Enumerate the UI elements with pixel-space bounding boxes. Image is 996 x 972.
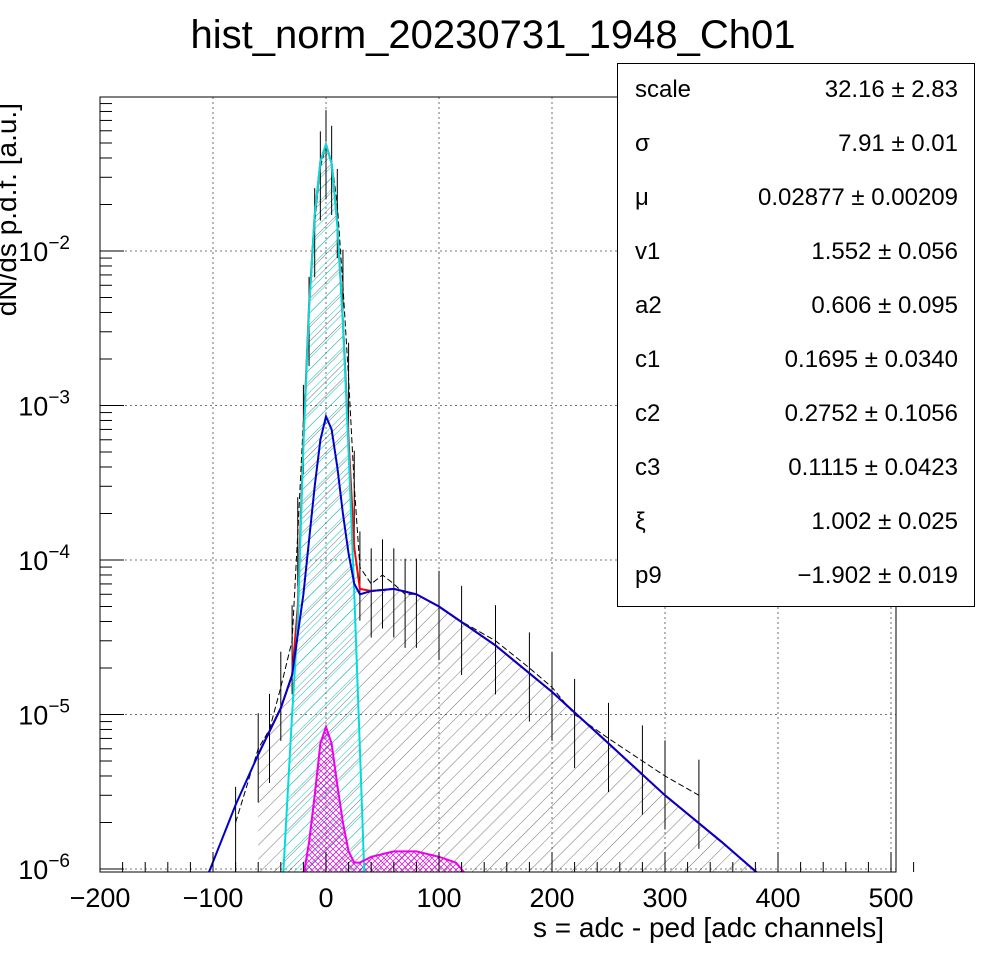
x-axis: −200 −100 0 100 200 300 400 500 bbox=[70, 852, 915, 913]
stat-row-xi: ξ 1.002 ± 0.025 bbox=[618, 496, 974, 550]
stat-value: 7.91 ± 0.01 bbox=[838, 130, 958, 157]
stat-value: 0.1115 ± 0.0423 bbox=[788, 454, 958, 481]
y-axis-label: dN/ds p.d.f. [a.u.] bbox=[0, 103, 22, 316]
x-tick-label: −100 bbox=[183, 883, 244, 913]
fit-hatch-area bbox=[258, 144, 761, 872]
stat-value: 0.1695 ± 0.0340 bbox=[784, 346, 958, 373]
stat-row-c3: c3 0.1115 ± 0.0423 bbox=[618, 442, 974, 496]
component-fills bbox=[258, 144, 761, 872]
secondary-hatch-area bbox=[303, 727, 468, 872]
x-tick-label: −200 bbox=[70, 883, 131, 913]
stat-name: c1 bbox=[635, 346, 661, 373]
stat-row-a2: a2 0.606 ± 0.095 bbox=[618, 280, 974, 334]
stat-name: scale bbox=[635, 76, 692, 103]
signal-line bbox=[207, 413, 758, 872]
stat-row-scale: scale 32.16 ± 2.83 bbox=[618, 64, 974, 118]
stat-name: p9 bbox=[635, 562, 662, 589]
stat-name: c2 bbox=[635, 400, 661, 427]
y-tick-label: 10−5 bbox=[18, 697, 70, 731]
stat-name: σ bbox=[635, 130, 650, 157]
histogram-outline bbox=[235, 144, 700, 823]
stat-name: ξ bbox=[635, 508, 646, 535]
stat-row-sigma: σ 7.91 ± 0.01 bbox=[618, 118, 974, 172]
stat-value: 1.552 ± 0.056 bbox=[811, 238, 958, 265]
x-tick-label: 500 bbox=[868, 883, 913, 913]
stat-row-c2: c2 0.2752 ± 0.1056 bbox=[618, 388, 974, 442]
stat-value: 32.16 ± 2.83 bbox=[824, 76, 958, 103]
stat-row-p9: p9 −1.902 ± 0.019 bbox=[618, 550, 974, 604]
x-tick-label: 0 bbox=[318, 883, 333, 913]
stats-box: scale 32.16 ± 2.83 σ 7.91 ± 0.01 μ 0.028… bbox=[617, 63, 975, 607]
y-tick-label: 10−6 bbox=[18, 851, 70, 885]
fit-curves bbox=[207, 141, 758, 872]
y-tick-label: 10−2 bbox=[18, 233, 70, 267]
stat-name: c3 bbox=[635, 454, 661, 481]
x-axis-label: s = adc - ped [adc channels] bbox=[533, 912, 884, 943]
x-tick-label: 100 bbox=[416, 883, 461, 913]
y-axis: 10−6 10−5 10−4 10−3 10−2 bbox=[18, 103, 124, 885]
stat-value: 0.02877 ± 0.00209 bbox=[757, 184, 958, 211]
pedestal-hatch-area bbox=[283, 144, 365, 872]
pedestal-line bbox=[282, 141, 366, 872]
x-tick-label: 200 bbox=[529, 883, 574, 913]
stat-value: 1.002 ± 0.025 bbox=[811, 508, 958, 535]
stat-name: v1 bbox=[635, 238, 661, 265]
stat-name: μ bbox=[635, 184, 649, 211]
stat-value: 0.606 ± 0.095 bbox=[811, 292, 958, 319]
stat-name: a2 bbox=[635, 292, 662, 319]
y-tick-label: 10−3 bbox=[18, 388, 70, 422]
stat-row-c1: c1 0.1695 ± 0.0340 bbox=[618, 334, 974, 388]
y-tick-label: 10−4 bbox=[18, 542, 70, 576]
secondary-line bbox=[303, 723, 466, 872]
stat-row-v1: v1 1.552 ± 0.056 bbox=[618, 226, 974, 280]
stat-row-mu: μ 0.02877 ± 0.00209 bbox=[618, 172, 974, 226]
x-tick-label: 300 bbox=[642, 883, 687, 913]
stat-value: −1.902 ± 0.019 bbox=[797, 562, 958, 589]
chart-title: hist_norm_20230731_1948_Ch01 bbox=[191, 13, 796, 57]
stat-value: 0.2752 ± 0.1056 bbox=[784, 400, 958, 427]
x-tick-label: 400 bbox=[755, 883, 800, 913]
